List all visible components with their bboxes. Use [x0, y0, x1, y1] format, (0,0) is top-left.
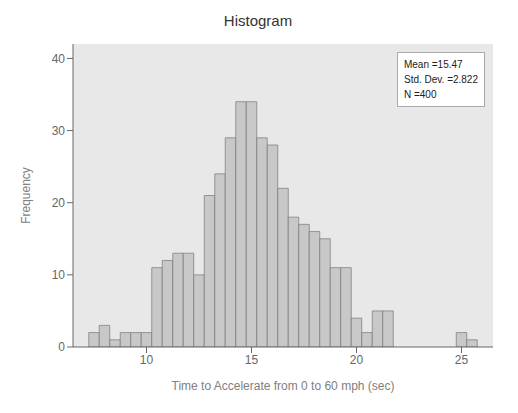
svg-text:15: 15 [245, 353, 259, 367]
svg-text:20: 20 [52, 196, 66, 210]
html-text:Mean =15.47: Mean =15.47 [404, 59, 463, 70]
html-text:Std. Dev. =2.822: Std. Dev. =2.822 [404, 74, 478, 85]
svg-text:25: 25 [455, 353, 469, 367]
svg-text:0: 0 [58, 340, 65, 354]
svg-text:30: 30 [52, 124, 66, 138]
html-text:Histogram: Histogram [223, 12, 293, 29]
svg-text:Frequency: Frequency [19, 167, 33, 224]
svg-text:10: 10 [140, 353, 154, 367]
svg-text:Time to Accelerate from 0 to 6: Time to Accelerate from 0 to 60 mph (sec… [172, 379, 395, 393]
svg-text:40: 40 [52, 52, 66, 66]
svg-text:10: 10 [52, 268, 66, 282]
svg-text:20: 20 [350, 353, 364, 367]
html-text:N =400: N =400 [404, 89, 437, 100]
